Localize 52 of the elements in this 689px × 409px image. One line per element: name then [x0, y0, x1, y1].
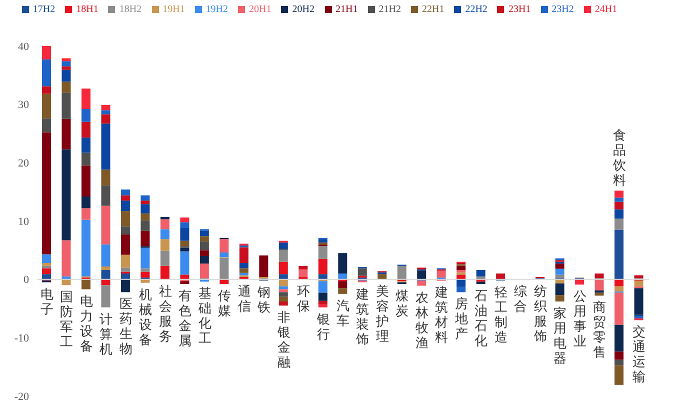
legend-label: 20H1	[249, 4, 272, 15]
x-tick-label: 钢铁	[256, 286, 271, 316]
x-tick-label: 通信	[238, 284, 251, 314]
legend-label: 21H2	[378, 4, 401, 15]
legend-label: 18H2	[119, 4, 142, 15]
x-tick-label: 煤炭	[396, 289, 409, 319]
legend-label: 17H2	[32, 4, 56, 15]
y-tick-label: 10	[18, 216, 30, 228]
y-tick-label: 40	[18, 40, 30, 53]
x-tick-label: 纺织服饰	[532, 284, 547, 344]
legend-label: 23H2	[552, 4, 574, 15]
x-tick-label: 环保	[297, 284, 310, 314]
legend-label: 19H2	[206, 4, 228, 15]
x-tick-label: 家用电器	[554, 306, 567, 366]
x-tick-label: 建筑装饰	[355, 287, 370, 348]
x-tick-label: 基础化工	[197, 286, 212, 347]
x-tick-label: 计算机	[100, 312, 113, 358]
y-tick-label: -20	[14, 390, 30, 403]
x-tick-label: 电子	[40, 287, 54, 318]
x-tick-label: 汽车	[336, 298, 350, 329]
legend-label: 18H1	[76, 4, 98, 15]
legend-label: 24H1	[594, 4, 618, 15]
x-tick-label: 银行	[316, 312, 330, 342]
x-tick-label: 交通运输	[632, 324, 646, 386]
x-tick-label: 公用事业	[573, 290, 586, 350]
x-tick-label: 国防军工	[60, 290, 74, 350]
x-tick-label: 食品饮料	[612, 128, 626, 189]
x-tick-label: 商贸零售	[593, 300, 606, 361]
x-tick-label: 轻工制造	[494, 286, 508, 346]
x-tick-label: 房地产	[454, 296, 468, 342]
y-tick-label: 20	[18, 158, 30, 170]
y-tick-label: 0	[24, 274, 30, 286]
x-tick-label: 有色金属	[178, 289, 192, 349]
x-tick-label: 非银金融	[276, 310, 290, 371]
x-tick-label: 石油石化	[474, 289, 488, 349]
legend-label: 22H2	[465, 4, 488, 15]
y-tick-label: -10	[14, 332, 30, 345]
x-tick-label: 农林牧渔	[414, 290, 428, 351]
x-tick-label: 医药生物	[119, 297, 132, 358]
x-tick-label: 建筑材料	[434, 286, 448, 346]
legend-label: 23H1	[508, 4, 531, 15]
y-tick-label: 30	[18, 99, 30, 112]
legend-label: 21H1	[336, 4, 358, 15]
legend-label: 20H2	[292, 4, 314, 15]
x-tick-label: 电力设备	[80, 294, 93, 354]
legend-label: 22H1	[422, 4, 444, 15]
x-tick-label: 传媒	[218, 289, 232, 319]
x-tick-label: 社会服务	[158, 284, 172, 344]
x-tick-label: 机械设备	[139, 288, 152, 348]
x-tick-label: 美容护理	[374, 283, 389, 344]
x-tick-label: 综合	[514, 284, 528, 314]
legend-label: 19H1	[162, 4, 185, 15]
